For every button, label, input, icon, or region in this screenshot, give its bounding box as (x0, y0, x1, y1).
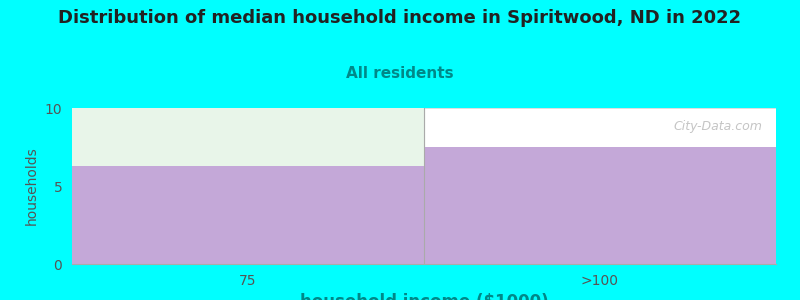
Text: All residents: All residents (346, 66, 454, 81)
Text: Distribution of median household income in Spiritwood, ND in 2022: Distribution of median household income … (58, 9, 742, 27)
Y-axis label: households: households (25, 147, 39, 225)
Text: City-Data.com: City-Data.com (673, 121, 762, 134)
X-axis label: household income ($1000): household income ($1000) (300, 293, 548, 300)
